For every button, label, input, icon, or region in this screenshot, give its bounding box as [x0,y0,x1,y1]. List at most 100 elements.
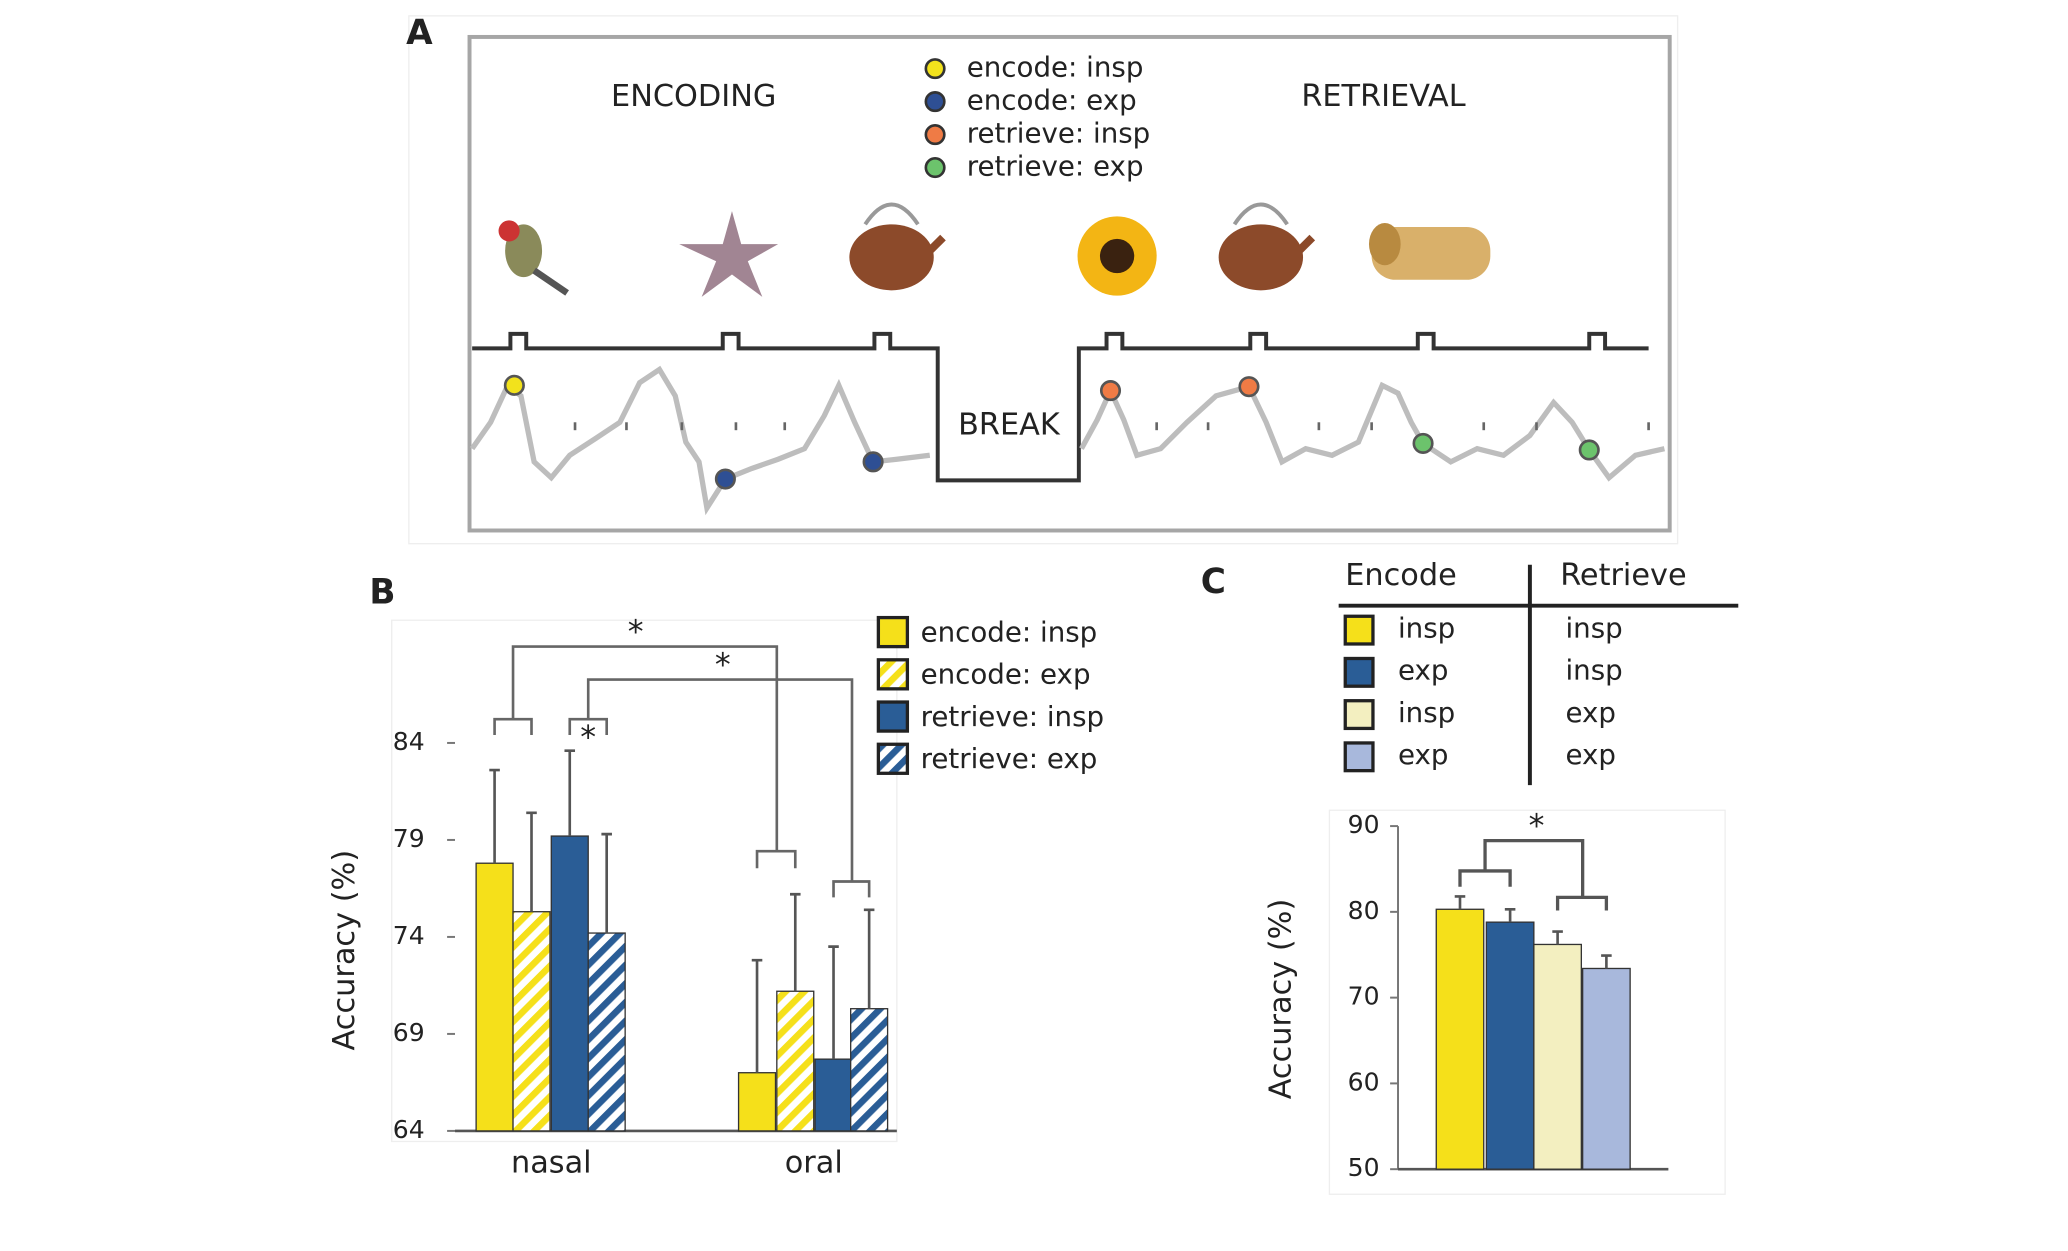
phase-label: RETRIEVAL [1301,79,1465,114]
legend-label: retrieve: exp [921,742,1098,775]
bar [776,990,815,1132]
error-bar [790,892,801,992]
legend-dot [924,157,946,179]
error-bar [1504,907,1516,923]
baseline-dots [573,422,1650,431]
legend-swatch [876,658,910,691]
bar [1485,921,1535,1170]
sunflower [1077,216,1157,296]
bar [587,932,626,1132]
bar [1581,967,1631,1170]
y-tick-label: 90 [1348,810,1380,839]
error-bar [863,908,875,1009]
error-bar [601,832,612,934]
significance-star: * [580,720,596,756]
y-tick-label: 79 [393,824,425,853]
respiration-trace [1079,381,1666,482]
legend-label: retrieve: exp [967,150,1144,183]
legend-dot [924,124,946,146]
legend-swatch [876,615,910,649]
significance-star: * [1529,808,1545,844]
y-tick-label: 60 [1348,1067,1380,1096]
legend-dot [924,58,946,80]
plot-background [1328,809,1726,1195]
bar [550,835,589,1132]
significance-bracket [1458,838,1609,911]
legend-swatch [1343,741,1375,773]
bar [475,862,514,1132]
x-tick-label: nasal [511,1145,592,1180]
table-cell: exp [1566,738,1617,771]
table-cell: exp [1398,738,1449,771]
legend-label: encode: insp [921,615,1098,648]
kettle [849,202,946,291]
event-dot [1412,432,1434,454]
bar [1435,908,1485,1170]
y-tick-label: 84 [393,727,425,756]
break-label: BREAK [958,408,1061,443]
bird [498,220,569,296]
panel-label: A [406,13,433,53]
y-axis-label: Accuracy (%) [327,850,362,1051]
tuba [1368,223,1491,280]
bar [512,911,551,1132]
legend-dot [924,91,946,113]
stimulus-pictures [498,202,1491,297]
y-axis-label: Accuracy (%) [1263,899,1298,1100]
table-cell: insp [1566,654,1623,687]
table-cell: exp [1566,696,1617,729]
x-tick-label: oral [785,1145,843,1180]
error-bar [1601,954,1612,969]
legend-swatch [1343,614,1375,646]
event-dot [862,451,884,473]
panel-a-outer [408,15,1679,545]
table-cell: exp [1398,654,1449,687]
error-bar [489,768,500,864]
y-tick-label: 70 [1348,982,1380,1011]
legend-swatch [876,742,910,775]
y-tick-label: 80 [1348,896,1380,925]
error-bar [828,945,839,1060]
legend-swatch [876,700,910,733]
legend-label: encode: exp [967,84,1137,117]
legend-label: encode: insp [967,51,1144,84]
bar [737,1072,777,1132]
panel-label: C [1201,562,1226,602]
bar [814,1058,853,1132]
legend-label: retrieve: insp [921,700,1105,733]
error-bar [564,749,576,837]
plot-background [391,619,898,1143]
bar [1533,943,1582,1170]
respiration-trace [469,365,931,516]
error-bar [751,958,763,1073]
legend-swatch [1343,656,1375,688]
panel-label: B [369,572,395,612]
kettle [1218,202,1316,291]
error-bar [1454,895,1466,910]
error-bar [526,811,537,912]
y-tick-label: 50 [1348,1153,1380,1182]
significance-star: * [715,647,731,683]
significance-bracket [493,645,871,898]
table-cell: insp [1566,611,1623,644]
y-tick-label: 69 [393,1018,425,1047]
error-bar [1552,930,1563,945]
event-dot [1578,439,1600,461]
phase-label: ENCODING [611,79,776,114]
y-tick-label: 64 [393,1115,425,1144]
bar [850,1008,889,1132]
event-dot [1099,380,1122,402]
y-tick-label: 74 [393,921,425,950]
table-cell: insp [1398,696,1455,729]
event-dot [503,374,525,396]
legend-label: encode: exp [921,658,1091,691]
legend-swatch [1343,699,1375,731]
event-dot [714,468,736,490]
starfish [679,211,779,297]
legend-label: retrieve: insp [967,117,1151,150]
table-header: Retrieve [1560,558,1686,593]
table-header: Encode [1345,558,1456,593]
stimulus-timeline [472,331,1649,483]
panel-a-frame [467,34,1672,533]
